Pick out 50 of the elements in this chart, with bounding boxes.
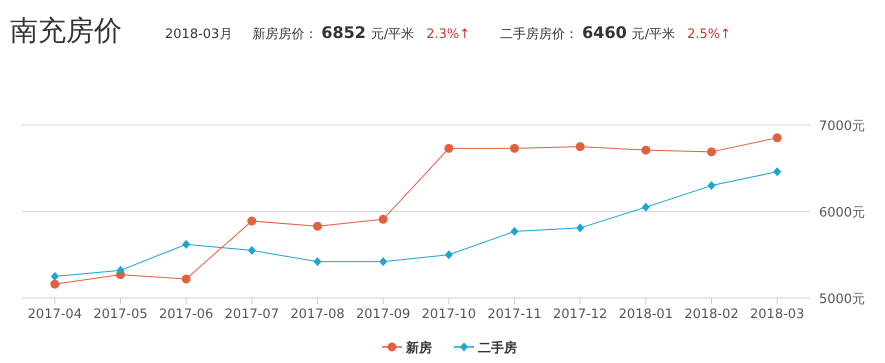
point [444, 250, 453, 260]
x-tick-label: 2017-10 [422, 307, 476, 322]
x-tick-label: 2017-12 [553, 307, 608, 322]
point [510, 226, 518, 236]
point [247, 216, 256, 226]
point [314, 257, 322, 266]
point [772, 133, 782, 142]
point [444, 144, 454, 153]
point [642, 202, 650, 212]
x-tick-label: 2018-01 [618, 307, 673, 322]
x-tick-label: 2017-05 [93, 307, 148, 322]
text: 6852 [321, 23, 366, 42]
point [116, 266, 124, 275]
text: 2.5%↑ [687, 27, 732, 42]
point [182, 240, 190, 249]
x-tick-label: 2018-02 [684, 307, 739, 322]
legend-label: 二手房 [478, 340, 517, 356]
text: 2018-03月 [165, 27, 232, 42]
point [50, 272, 59, 281]
legend-label: 新房 [405, 340, 432, 356]
point [248, 246, 256, 255]
point [707, 147, 716, 156]
point [576, 142, 585, 152]
point [576, 223, 584, 232]
text: 2.3%↑ [426, 27, 470, 42]
point [641, 146, 650, 155]
point [50, 280, 60, 289]
text: 新房房价： [252, 26, 318, 42]
y-tick-label: 6000元 [818, 206, 866, 220]
text: 6460 [582, 23, 627, 42]
point [773, 167, 782, 176]
point [510, 144, 519, 153]
x-tick-label: 2017-11 [487, 307, 542, 322]
point [182, 274, 191, 284]
y-tick-label: 7000元 [818, 119, 866, 134]
text: 元/平米 [632, 27, 676, 42]
x-tick-label: 2017-07 [224, 307, 279, 322]
x-tick-label: 2018-03 [750, 307, 804, 322]
text: 元/平米 [370, 27, 414, 42]
point [313, 222, 322, 231]
point [378, 214, 388, 224]
point [708, 181, 716, 190]
x-tick-label: 2017-04 [28, 307, 82, 322]
point [379, 257, 388, 266]
x-tick-label: 2017-06 [159, 307, 214, 322]
title: 南充房价 [10, 14, 122, 47]
x-tick-label: 2017-08 [290, 307, 345, 322]
y-tick-label: 5000元 [818, 292, 866, 307]
x-tick-label: 2017-09 [356, 307, 410, 322]
text: 二手房房价： [500, 26, 578, 42]
